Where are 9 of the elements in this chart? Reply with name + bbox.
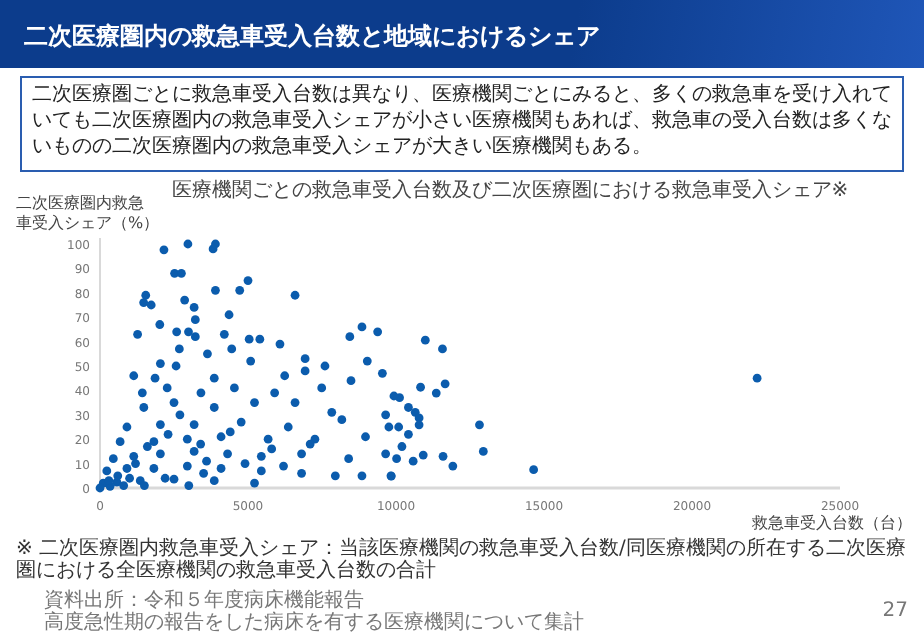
text: 資料出所：令和５年度病床機能報告 — [44, 590, 366, 612]
text: 27 — [880, 600, 908, 622]
text: ※ 二次医療圏内救急車受入シェア：当該医療機関の救急車受入台数/同医療機関の所在する二次医療圏における全医療機関の救急車受入台数の合計 — [16, 538, 908, 582]
chart-title: 二次医療圏内の救急車受入台数と地域におけるシェア — [24, 20, 600, 54]
text: 二次医療圏ごとに救急車受入台数は異なり、医療機関ごとにみると、多くの救急車を受け入れていても二次医療圏内の救急車受入シェアが小さい医療機関もあれば、救急車の受入台数は多くないものの二次医療圏内の救急車受入シェアが大きい医療機関もある。 — [20, 76, 904, 172]
text: 高度急性期の報告をした病床を有する医療機関について集計 — [44, 612, 586, 634]
x-axis-title: 救急車受入台数（台） — [750, 514, 912, 532]
chart-subtitle: 医療機関ごとの救急車受入台数及び二次医療圏における救急車受入シェア※ — [171, 178, 849, 202]
y-axis-title: 二次医療圏内救急車受入シェア（%） — [16, 194, 160, 232]
